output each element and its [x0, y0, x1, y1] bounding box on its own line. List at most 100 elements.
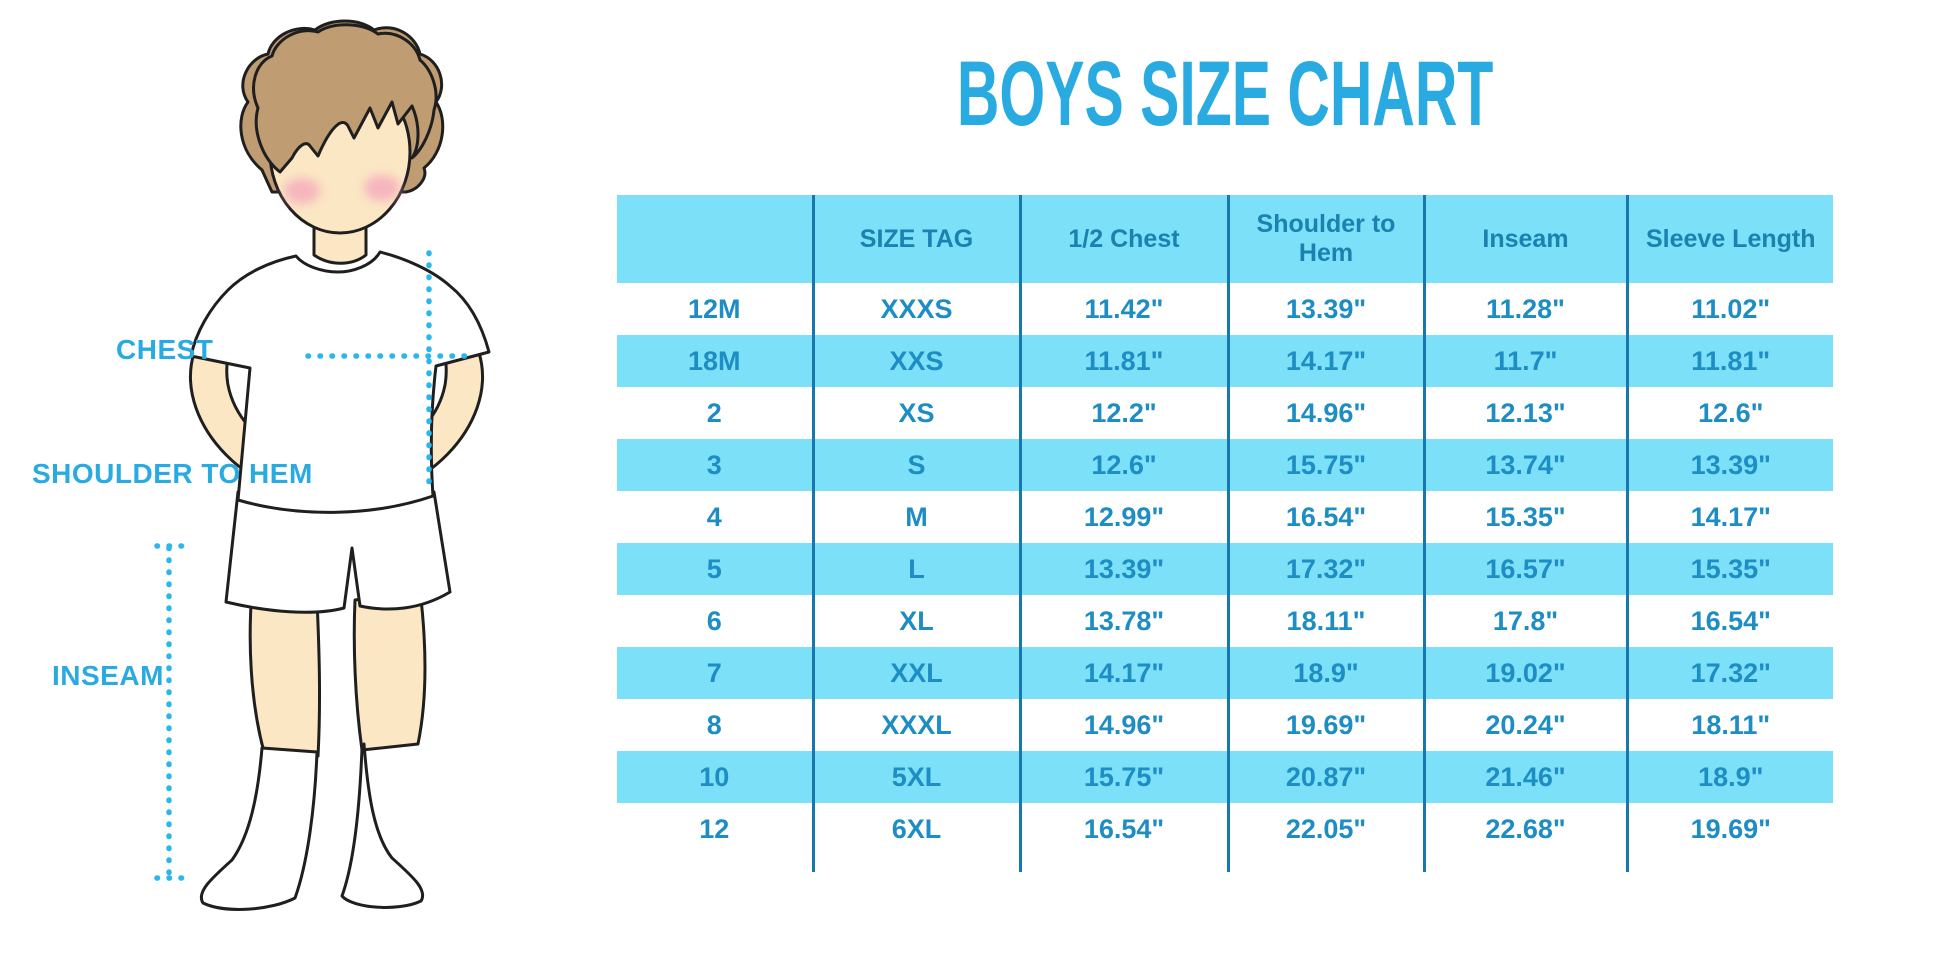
- shoulder-to-hem-label: SHOULDER TO HEM: [32, 458, 313, 489]
- table-cell: 13.39": [1018, 543, 1228, 595]
- header-cell: Inseam: [1422, 195, 1627, 283]
- table-cell: 6: [617, 595, 813, 647]
- table-cell: 15.75": [1018, 751, 1228, 803]
- table-row: 18M XXS 11.81" 14.17" 11.7" 11.81": [617, 335, 1833, 387]
- table-cell: 12.99": [1018, 491, 1228, 543]
- table-cell: 12: [617, 803, 813, 855]
- table-cell: 2: [617, 387, 813, 439]
- table-cell: XL: [811, 595, 1020, 647]
- boy-illustration: [154, 19, 491, 911]
- header-cell: Sleeve Length: [1625, 195, 1833, 283]
- table-cell: 12.13": [1422, 387, 1627, 439]
- table-cell: 17.32": [1625, 647, 1833, 699]
- hair-bangs: [252, 23, 438, 174]
- table-cell: 18.9": [1226, 647, 1424, 699]
- table-cell: 14.17": [1625, 491, 1833, 543]
- table-cell: 11.81": [1018, 335, 1228, 387]
- table-cell: 17.8": [1422, 595, 1627, 647]
- table-cell: 11.7": [1422, 335, 1627, 387]
- table-cell: 15.75": [1226, 439, 1424, 491]
- table-cell: 16.54": [1226, 491, 1424, 543]
- table-cell: 18M: [617, 335, 813, 387]
- table-row: 8 XXXL 14.96" 19.69" 20.24" 18.11": [617, 699, 1833, 751]
- table-cell: 19.69": [1625, 803, 1833, 855]
- table-cell: 12.6": [1625, 387, 1833, 439]
- grid-line-tail: [1626, 855, 1629, 872]
- header-row: SIZE TAG 1/2 Chest Shoulder to Hem Inseam Sl…: [617, 195, 1833, 283]
- table-cell: 13.39": [1226, 283, 1424, 335]
- header-cell: SIZE TAG: [811, 195, 1020, 283]
- table-cell: 14.96": [1226, 387, 1424, 439]
- table-cell: XXXS: [811, 283, 1020, 335]
- size-table-area: SIZE TAG 1/2 Chest Shoulder to Hem Inseam Sl…: [617, 195, 1833, 891]
- table-cell: 8: [617, 699, 813, 751]
- table-cell: 11.42": [1018, 283, 1228, 335]
- table-cell: 21.46": [1422, 751, 1627, 803]
- table-cell: 22.05": [1226, 803, 1424, 855]
- grid-line-tail: [812, 855, 815, 872]
- blush: [284, 175, 400, 204]
- table-cell: 13.78": [1018, 595, 1228, 647]
- table-cell: 13.39": [1625, 439, 1833, 491]
- table-cell: 4: [617, 491, 813, 543]
- table-cell: 18.9": [1625, 751, 1833, 803]
- table-cell: 18.11": [1226, 595, 1424, 647]
- chest-label: CHEST: [116, 334, 214, 365]
- table-cell: 11.81": [1625, 335, 1833, 387]
- table-cell: 15.35": [1422, 491, 1627, 543]
- legs: [248, 588, 427, 758]
- table-cell: 12.2": [1018, 387, 1228, 439]
- table-cell: 6XL: [811, 803, 1020, 855]
- table-cell: 12.6": [1018, 439, 1228, 491]
- table-row: 10 5XL 15.75" 20.87" 21.46" 18.9": [617, 751, 1833, 803]
- t-shirt: [189, 250, 491, 514]
- table-row: 6 XL 13.78" 18.11" 17.8" 16.54": [617, 595, 1833, 647]
- table-cell: 7: [617, 647, 813, 699]
- table-row: 12M XXXS 11.42" 13.39" 11.28" 11.02": [617, 283, 1833, 335]
- table-cell: 5XL: [811, 751, 1020, 803]
- table-cell: 14.17": [1018, 647, 1228, 699]
- table-cell: 20.87": [1226, 751, 1424, 803]
- table-cell: S: [811, 439, 1020, 491]
- table-cell: XXS: [811, 335, 1020, 387]
- table-cell: 5: [617, 543, 813, 595]
- size-table: SIZE TAG 1/2 Chest Shoulder to Hem Inseam Sl…: [617, 195, 1833, 855]
- table-cell: 20.24": [1422, 699, 1627, 751]
- table-cell: 19.69": [1226, 699, 1424, 751]
- grid-line-tail: [1423, 855, 1426, 872]
- table-cell: 16.54": [1625, 595, 1833, 647]
- table-cell: 14.96": [1018, 699, 1228, 751]
- page-title: BOYS SIZE CHART: [956, 43, 1494, 145]
- table-cell: XS: [811, 387, 1020, 439]
- table-cell: L: [811, 543, 1020, 595]
- table-cell: 17.32": [1226, 543, 1424, 595]
- grid-line-tail: [1227, 855, 1230, 872]
- table-cell: 19.02": [1422, 647, 1627, 699]
- table-cell: 16.54": [1018, 803, 1228, 855]
- table-row: 12 6XL 16.54" 22.05" 22.68" 19.69": [617, 803, 1833, 855]
- grid-line-tail: [1019, 855, 1022, 872]
- table-cell: 16.57": [1422, 543, 1627, 595]
- table-cell: 15.35": [1625, 543, 1833, 595]
- table-cell: 13.74": [1422, 439, 1627, 491]
- table-row: 3 S 12.6" 15.75" 13.74" 13.39": [617, 439, 1833, 491]
- table-cell: 3: [617, 439, 813, 491]
- inseam-label: INSEAM: [52, 660, 164, 691]
- socks: [199, 742, 425, 911]
- table-cell: 22.68": [1422, 803, 1627, 855]
- table-row: 5 L 13.39" 17.32" 16.57" 15.35": [617, 543, 1833, 595]
- table-cell: 10: [617, 751, 813, 803]
- table-row: 2 XS 12.2" 14.96" 12.13" 12.6": [617, 387, 1833, 439]
- inseam-dotted-line: [154, 543, 196, 881]
- table-cell: M: [811, 491, 1020, 543]
- title-area: BOYS SIZE CHART: [617, 48, 1833, 140]
- header-cell: 1/2 Chest: [1018, 195, 1228, 283]
- table-row: 4 M 12.99" 16.54" 15.35" 14.17": [617, 491, 1833, 543]
- table-cell: 11.28": [1422, 283, 1627, 335]
- table-row: 7 XXL 14.17" 18.9" 19.02" 17.32": [617, 647, 1833, 699]
- table-cell: 11.02": [1625, 283, 1833, 335]
- table-cell: XXL: [811, 647, 1020, 699]
- table-cell: 18.11": [1625, 699, 1833, 751]
- header-cell: Shoulder to Hem: [1226, 195, 1424, 283]
